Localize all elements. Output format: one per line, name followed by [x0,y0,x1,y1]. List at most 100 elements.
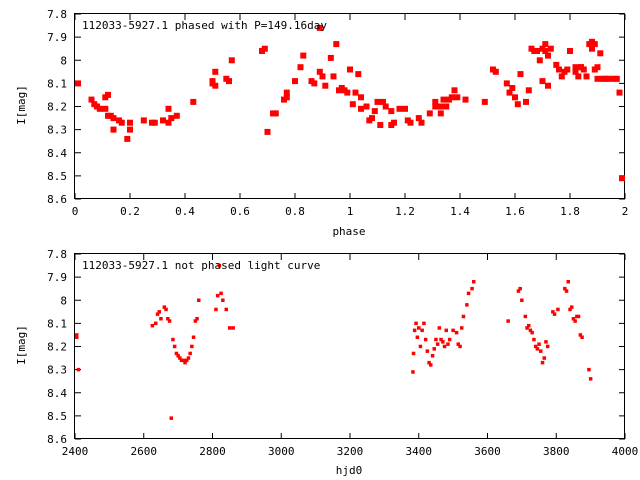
data-point [534,48,540,54]
data-point [566,280,570,284]
data-point [347,66,353,73]
data-point [344,89,351,96]
y-axis-label: I[mag] [15,85,28,125]
chart-title: 112033-5927.1 not phased light curve [82,259,320,272]
y-tick-label: 7.9 [47,271,67,284]
data-point [414,321,418,326]
data-point [272,110,279,117]
data-point [159,317,163,321]
x-tick-label: 3800 [543,445,570,458]
data-point [535,347,540,351]
data-point [358,94,364,101]
data-point [441,340,445,344]
data-point [576,314,581,319]
data-point [503,80,510,87]
data-point [228,57,235,64]
y-tick-label: 8.4 [47,147,67,160]
x-tick-label: 3200 [337,445,364,458]
data-point [188,351,192,356]
data-point [514,101,521,108]
data-point [173,112,180,119]
data-point [176,354,180,358]
data-point [533,344,538,349]
data-point [327,54,334,61]
data-point [219,291,223,296]
data-point [589,45,595,52]
data-point [215,293,220,298]
y-tick-label: 7.8 [47,8,67,21]
data-point [418,344,423,349]
data-point [437,110,444,117]
data-point [430,354,435,358]
data-point [181,358,185,363]
data-point [154,321,158,326]
data-point [316,24,323,31]
data-point [374,98,381,105]
data-point [446,342,450,346]
data-point [564,289,569,293]
data-point [556,307,560,312]
data-point [435,342,440,346]
data-point [432,98,439,105]
y-tick-label: 8.2 [47,341,67,354]
data-point [588,377,593,381]
data-point [217,263,222,268]
data-point [470,286,474,291]
data-point [545,82,551,89]
chart-title: 112033-5927.1 phased with P=149.16day [82,19,327,32]
data-point [193,319,198,323]
data-point [439,337,443,342]
data-point [388,108,395,115]
data-point [261,45,268,52]
data-point [319,73,326,80]
data-point [444,328,448,333]
data-point [391,119,397,126]
data-point [425,349,430,353]
data-point [160,117,166,124]
data-point [525,87,532,94]
data-point [226,78,232,85]
data-point [591,41,598,48]
data-point [619,175,625,182]
data-point [300,52,307,59]
y-tick-label: 8.4 [47,387,67,400]
data-point [530,330,534,335]
data-point [105,91,111,98]
data-point [333,41,340,48]
data-point [166,317,170,321]
data-point [264,128,271,135]
data-point [382,103,389,110]
data-point [411,351,416,356]
y-tick-label: 8.6 [47,193,67,206]
data-point [542,41,549,48]
data-point [171,337,175,342]
data-point [427,360,431,365]
data-point [212,82,219,89]
data-point [423,337,428,342]
data-point [352,89,359,96]
y-tick-label: 8.3 [47,124,67,137]
data-points [75,24,625,182]
data-point [172,344,177,349]
data-point [377,122,384,128]
data-point [456,342,460,346]
data-point [451,87,458,94]
data-point [190,344,194,349]
data-point [191,335,196,339]
data-point [605,75,612,82]
data-point [231,326,235,330]
data-point [151,119,158,126]
data-point [127,126,133,133]
x-tick-label: 1.4 [450,205,470,218]
data-point [164,307,168,312]
data-point [168,115,175,122]
y-tick-label: 8.2 [47,101,67,114]
data-point [402,105,408,112]
data-point [472,280,476,284]
data-point [551,310,555,314]
data-point [451,328,455,333]
data-point [283,89,290,96]
data-point [597,50,604,57]
x-tick-label: 1 [347,205,354,218]
data-point [418,119,425,126]
